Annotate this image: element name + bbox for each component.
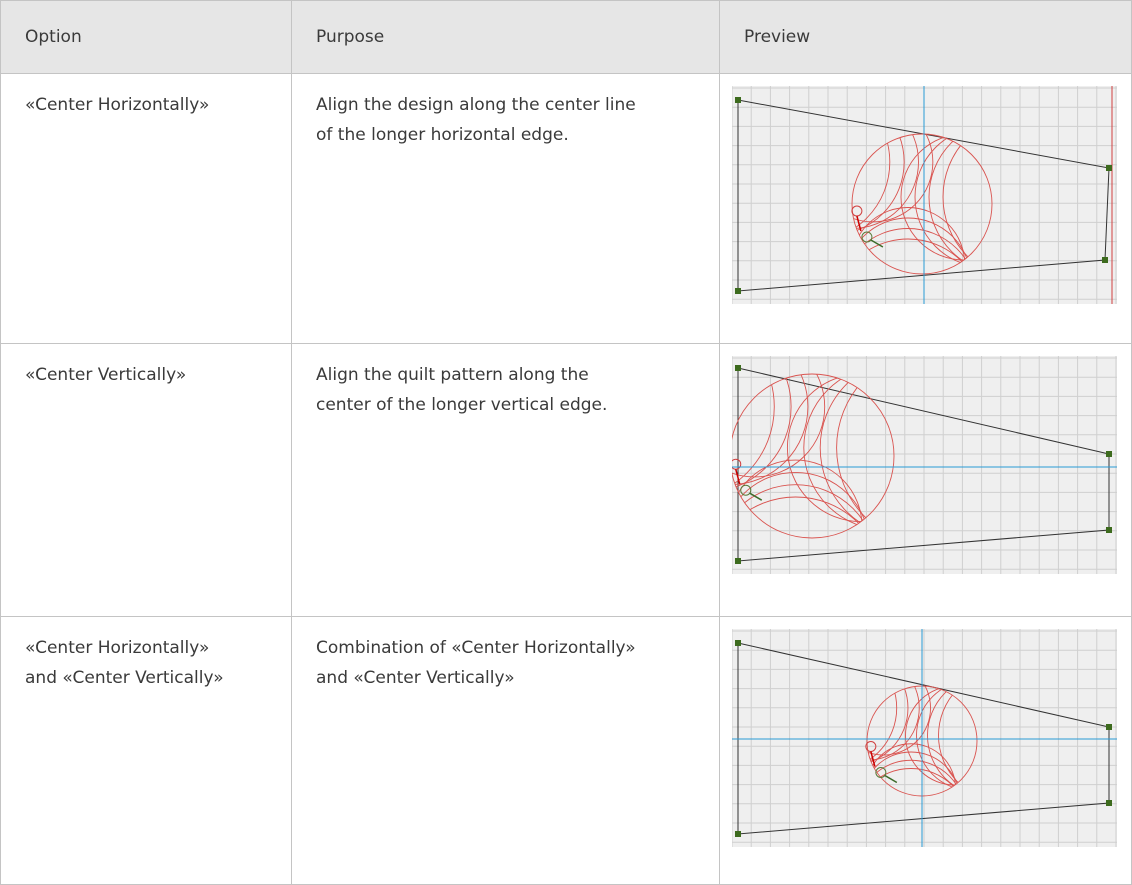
purpose-cell: Align the quilt pattern along the center … [291,343,720,617]
cell-text: and «Center Vertically» [25,668,224,688]
seam [927,686,977,796]
table-row: «Center Vertically» Align the quilt patte… [0,343,1132,617]
corner-handle [735,365,741,371]
cell-text: and «Center Vertically» [316,668,515,688]
header-cell: Option [0,0,292,74]
start-stitch [856,215,862,232]
seam [732,374,809,486]
preview-image [732,629,1117,847]
option-cell: «Center Vertically» [0,343,292,617]
seam [867,751,961,796]
header-row: Option Purpose Preview [0,0,1132,74]
cell-text: Combination of «Center Horizontally» [316,638,636,658]
option-cell: «Center Horizontally» and «Center Vertica… [0,616,292,885]
cell-text: of the longer horizontal edge. [316,125,569,145]
cell-text: «Center Horizontally» [25,638,210,658]
seam [836,374,894,538]
ball [851,133,993,275]
seam [732,374,775,501]
seam [732,374,792,493]
corner-handle [735,831,741,837]
header-cell: Purpose [291,0,720,74]
ball [732,373,895,539]
start-point [865,741,877,752]
cell-text: «Center Vertically» [25,365,187,385]
corner-handle [735,640,741,646]
corner-handle [1106,800,1112,806]
end-stitch [884,774,898,784]
seam [928,134,992,274]
seam [852,134,919,229]
seam [867,686,898,772]
end-point [861,231,873,243]
cell-text: Align the design along the center line [316,95,636,115]
preview-cell [719,616,1132,885]
start-point [732,458,742,470]
seam [867,686,909,766]
header-cell: Preview [719,0,1132,74]
table-row: «Center Horizontally» and «Center Vertica… [0,616,1132,885]
preview-cell [719,343,1132,617]
cell-text: center of the longer vertical edge. [316,395,608,415]
corner-handle [735,288,741,294]
end-stitch [749,492,763,501]
seam [819,374,894,538]
seam [867,759,966,796]
seam [942,134,992,274]
purpose-cell: Align the design along the center line of… [291,73,720,344]
seam [938,686,977,796]
corner-handle [735,558,741,564]
purpose-cell: Combination of «Center Horizontally» and … [291,616,720,885]
end-stitch [870,239,884,248]
seam [852,134,891,243]
seam [852,217,972,274]
preview-cell [719,73,1132,344]
pattern [732,374,894,538]
corner-handle [1106,724,1112,730]
preview-image [732,86,1117,304]
corner-handle [735,97,741,103]
seam [852,238,985,274]
option-cell: «Center Horizontally» [0,73,292,344]
cell-text: «Center Horizontally» [25,95,210,115]
table-row: «Center Horizontally» Align the design al… [0,73,1132,344]
start-stitch [870,751,876,767]
corner-handle [1106,165,1112,171]
seam [732,496,885,538]
corner-handle [1106,527,1112,533]
end-point [875,767,887,778]
seam [732,484,878,538]
end-point [740,484,752,496]
seam [867,768,971,796]
corner-handle [1106,451,1112,457]
seam [852,134,905,236]
seam [852,228,978,274]
preview-image [732,356,1117,574]
cell-text: Align the quilt pattern along the [316,365,589,385]
seam [867,686,920,761]
corner-handle [1102,257,1108,263]
seam [732,471,870,538]
start-stitch [735,469,741,485]
